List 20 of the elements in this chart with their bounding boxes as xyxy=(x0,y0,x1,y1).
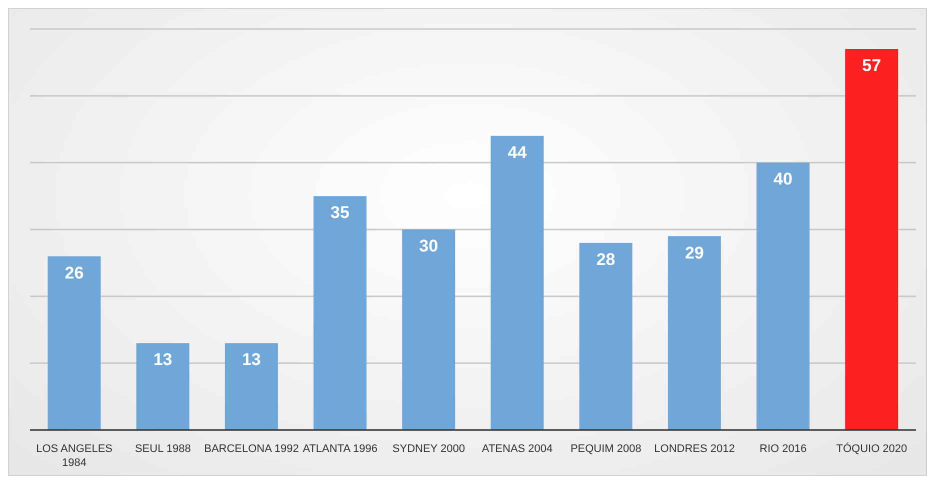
data-label: 28 xyxy=(596,250,616,269)
data-label: 29 xyxy=(684,243,704,262)
data-label: 13 xyxy=(153,350,172,370)
data-label: 44 xyxy=(508,143,528,162)
x-tick-label: TÓQUIO 2020 xyxy=(836,442,908,455)
x-tick-label: LONDRES 2012 xyxy=(654,443,735,455)
data-label: 30 xyxy=(419,236,438,256)
x-tick-label: SYDNEY 2000 xyxy=(392,443,465,455)
x-tick-label: BARCELONA 1992 xyxy=(204,443,299,455)
x-tick-label: RIO 2016 xyxy=(760,443,807,455)
x-tick-label: ATENAS 2004 xyxy=(482,443,553,455)
data-label: 26 xyxy=(64,263,84,282)
x-tick-label: SEUL 1988 xyxy=(134,443,191,455)
x-tick-label: LOS ANGELES 1984 xyxy=(36,443,113,469)
data-label: 35 xyxy=(330,203,350,222)
data-label: 40 xyxy=(774,170,792,189)
data-label: 13 xyxy=(242,350,261,370)
x-tick-label: PEQUIM 2008 xyxy=(570,443,642,455)
x-tick-label: ATLANTA 1996 xyxy=(302,443,378,455)
data-label: 57 xyxy=(862,56,882,76)
